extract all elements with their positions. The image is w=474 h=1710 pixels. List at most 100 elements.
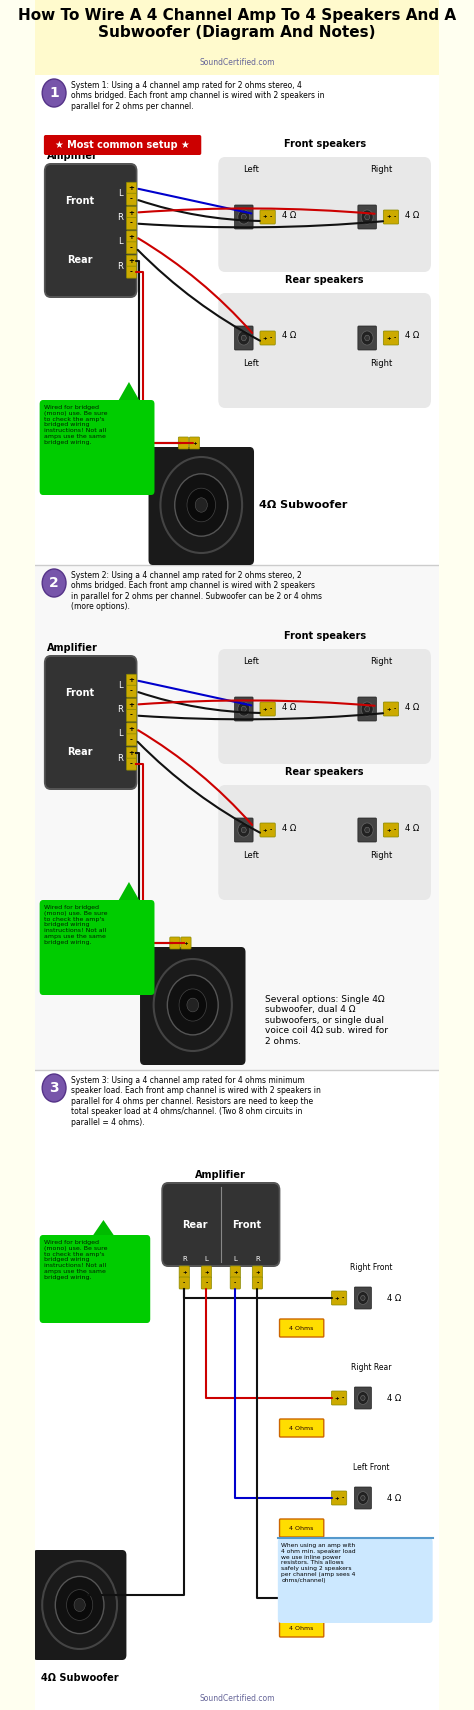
Circle shape bbox=[238, 703, 250, 716]
Text: System 2: Using a 4 channel amp rated for 2 ohms stereo, 2
ohms bridged. Each fr: System 2: Using a 4 channel amp rated fo… bbox=[71, 571, 322, 610]
Text: When using an amp with
4 ohm min. speaker load
we use inline power
resistors. Th: When using an amp with 4 ohm min. speake… bbox=[281, 1542, 356, 1583]
Text: L: L bbox=[204, 1257, 208, 1262]
FancyBboxPatch shape bbox=[219, 292, 431, 409]
Text: +: + bbox=[128, 725, 135, 732]
FancyBboxPatch shape bbox=[219, 785, 431, 899]
Text: 4 Ω: 4 Ω bbox=[387, 1493, 401, 1503]
Text: +: + bbox=[255, 1269, 260, 1274]
FancyBboxPatch shape bbox=[252, 1277, 263, 1289]
FancyBboxPatch shape bbox=[189, 438, 200, 450]
FancyBboxPatch shape bbox=[358, 698, 376, 722]
FancyBboxPatch shape bbox=[181, 937, 191, 949]
Text: Rear speakers: Rear speakers bbox=[285, 275, 364, 286]
Text: Rear: Rear bbox=[182, 1219, 208, 1229]
FancyBboxPatch shape bbox=[127, 255, 137, 267]
Text: -: - bbox=[130, 268, 133, 275]
FancyBboxPatch shape bbox=[383, 332, 399, 345]
Circle shape bbox=[187, 999, 199, 1012]
Circle shape bbox=[187, 487, 216, 522]
Text: +: + bbox=[334, 1496, 339, 1500]
Text: Amplifier: Amplifier bbox=[46, 643, 97, 653]
Text: Left: Left bbox=[243, 359, 258, 368]
Text: -: - bbox=[270, 828, 272, 833]
FancyBboxPatch shape bbox=[383, 210, 399, 224]
Text: 4 Ω: 4 Ω bbox=[282, 210, 296, 219]
Text: +: + bbox=[233, 1269, 237, 1274]
Text: +: + bbox=[183, 941, 188, 946]
FancyBboxPatch shape bbox=[235, 817, 253, 841]
FancyBboxPatch shape bbox=[127, 734, 137, 746]
FancyBboxPatch shape bbox=[383, 823, 399, 836]
Text: How To Wire A 4 Channel Amp To 4 Speakers And A
Subwoofer (Diagram And Notes): How To Wire A 4 Channel Amp To 4 Speaker… bbox=[18, 9, 456, 41]
FancyBboxPatch shape bbox=[230, 1277, 240, 1289]
FancyBboxPatch shape bbox=[40, 899, 155, 995]
Text: -: - bbox=[270, 335, 272, 340]
Circle shape bbox=[361, 823, 373, 836]
Bar bbox=[36, 75, 438, 564]
Text: +: + bbox=[263, 828, 267, 833]
FancyBboxPatch shape bbox=[280, 1518, 324, 1537]
Circle shape bbox=[238, 332, 250, 345]
Circle shape bbox=[365, 828, 370, 833]
Text: Right: Right bbox=[371, 164, 393, 174]
Text: Rear: Rear bbox=[67, 255, 92, 265]
Text: Right Front: Right Front bbox=[350, 1264, 392, 1272]
Circle shape bbox=[195, 498, 208, 513]
FancyBboxPatch shape bbox=[383, 703, 399, 716]
FancyBboxPatch shape bbox=[358, 205, 376, 229]
Text: -: - bbox=[174, 941, 176, 946]
Text: 1: 1 bbox=[49, 86, 59, 99]
FancyBboxPatch shape bbox=[355, 1288, 372, 1308]
Text: +: + bbox=[386, 706, 391, 711]
Text: +: + bbox=[204, 1269, 209, 1274]
Text: System 3: Using a 4 channel amp rated for 4 ohms minimum
speaker load. Each fron: System 3: Using a 4 channel amp rated fo… bbox=[71, 1076, 321, 1127]
Text: 4 Ω: 4 Ω bbox=[405, 332, 419, 340]
FancyBboxPatch shape bbox=[127, 674, 137, 686]
FancyBboxPatch shape bbox=[127, 193, 137, 205]
Circle shape bbox=[160, 457, 242, 552]
Text: -: - bbox=[130, 737, 133, 742]
Text: Front speakers: Front speakers bbox=[283, 631, 365, 641]
FancyBboxPatch shape bbox=[331, 1390, 347, 1406]
Text: -: - bbox=[182, 441, 184, 446]
Text: R: R bbox=[118, 214, 123, 222]
FancyBboxPatch shape bbox=[46, 164, 136, 296]
Text: +: + bbox=[128, 258, 135, 263]
FancyBboxPatch shape bbox=[260, 823, 275, 836]
Circle shape bbox=[241, 706, 246, 711]
Text: +: + bbox=[128, 185, 135, 192]
Text: -: - bbox=[183, 1281, 185, 1286]
FancyBboxPatch shape bbox=[127, 183, 137, 195]
Text: +: + bbox=[128, 751, 135, 756]
Text: 4Ω Subwoofer: 4Ω Subwoofer bbox=[259, 499, 347, 510]
FancyBboxPatch shape bbox=[40, 400, 155, 494]
FancyBboxPatch shape bbox=[201, 1265, 211, 1277]
Text: Amplifier: Amplifier bbox=[195, 1170, 246, 1180]
FancyBboxPatch shape bbox=[235, 327, 253, 351]
Text: 4 Ω: 4 Ω bbox=[282, 824, 296, 833]
FancyBboxPatch shape bbox=[127, 217, 137, 229]
Circle shape bbox=[241, 214, 246, 221]
FancyBboxPatch shape bbox=[127, 710, 137, 722]
FancyBboxPatch shape bbox=[235, 698, 253, 722]
Text: SoundCertified.com: SoundCertified.com bbox=[199, 58, 275, 67]
Circle shape bbox=[361, 210, 373, 224]
Text: Wired for bridged
(mono) use. Be sure
to check the amp's
bridged wiring
instruct: Wired for bridged (mono) use. Be sure to… bbox=[44, 1240, 108, 1279]
Text: Left: Left bbox=[243, 164, 258, 174]
Text: L: L bbox=[233, 1257, 237, 1262]
FancyBboxPatch shape bbox=[127, 267, 137, 279]
FancyBboxPatch shape bbox=[260, 703, 275, 716]
Text: -: - bbox=[256, 1281, 258, 1286]
Text: 4Ω Subwoofer: 4Ω Subwoofer bbox=[41, 1672, 118, 1683]
Text: -: - bbox=[393, 706, 395, 711]
FancyBboxPatch shape bbox=[358, 817, 376, 841]
Circle shape bbox=[361, 703, 373, 716]
Polygon shape bbox=[119, 882, 139, 899]
FancyBboxPatch shape bbox=[331, 1491, 347, 1505]
FancyBboxPatch shape bbox=[127, 723, 137, 735]
Text: R: R bbox=[255, 1257, 260, 1262]
Text: R: R bbox=[118, 754, 123, 763]
FancyBboxPatch shape bbox=[201, 1277, 211, 1289]
Text: +: + bbox=[128, 210, 135, 215]
Circle shape bbox=[361, 1496, 365, 1501]
